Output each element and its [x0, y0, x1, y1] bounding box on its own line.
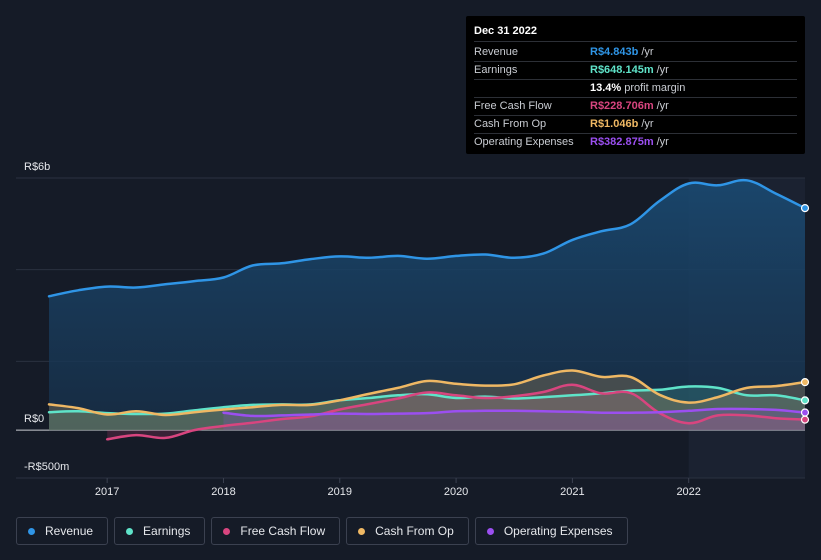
y-tick-label: -R$500m: [24, 461, 69, 473]
x-tick-label: 2022: [676, 486, 700, 498]
tooltip-value: R$228.706m: [590, 100, 654, 112]
earnings-end-point[interactable]: [800, 396, 810, 405]
legend-item-earnings[interactable]: Earnings: [114, 517, 206, 545]
tooltip-rows: Revenue R$4.843b/yr Earnings R$648.145m/yr 1…: [474, 44, 797, 151]
tooltip-unit: /yr: [656, 100, 669, 112]
legend-item-free-cash-flow[interactable]: Free Cash Flow: [211, 517, 341, 545]
legend-dot-icon: [486, 527, 494, 535]
tooltip-label: Operating Expenses: [474, 136, 574, 148]
x-tick-label: 2018: [211, 486, 235, 498]
earnings-area: [49, 386, 805, 431]
tooltip-value: R$382.875m: [590, 136, 654, 148]
data-tooltip: Dec 31 2022 Revenue R$4.843b/yr Earnings R$…: [466, 16, 805, 154]
legend-dot-icon: [358, 527, 366, 535]
operating-expenses-line: [222, 407, 805, 418]
free-cash-flow-line: [105, 383, 805, 441]
legend-dot-icon: [28, 527, 35, 535]
tooltip-label: Cash From Op: [474, 118, 547, 130]
tooltip-row: Operating Expenses R$382.875m/yr: [474, 134, 797, 151]
legend-dot-icon: [126, 527, 134, 535]
legend-label: Revenue: [45, 524, 94, 538]
x-tick-label: 2019: [328, 486, 352, 498]
tooltip-unit: /yr: [641, 118, 654, 130]
legend-label: Earnings: [143, 524, 191, 538]
tooltip-label: Free Cash Flow: [474, 100, 552, 112]
revenue-end-point[interactable]: [800, 204, 810, 213]
legend-dot-icon: [223, 527, 231, 535]
tooltip-unit: /yr: [656, 64, 669, 76]
tooltip-value: R$4.843b: [590, 46, 639, 58]
y-tick-label: R$6b: [24, 161, 50, 173]
tooltip-label: Revenue: [474, 46, 519, 58]
tooltip-unit: /yr: [641, 46, 654, 58]
free-cash-flow-end-point[interactable]: [800, 415, 810, 424]
y-axis: R$6b R$0 -R$500m: [24, 161, 69, 473]
tooltip-unit: profit margin: [624, 82, 686, 94]
x-tick-label: 2020: [444, 486, 468, 498]
revenue-line: [47, 178, 805, 298]
tooltip-label: Earnings: [474, 64, 518, 76]
tooltip-label: [474, 80, 590, 97]
y-tick-label: R$0: [24, 413, 44, 425]
tooltip-row: 13.4% profit margin: [474, 80, 797, 98]
legend: Revenue Earnings Free Cash Flow Cash From O…: [16, 517, 628, 545]
cash-from-op-end-point[interactable]: [800, 378, 810, 387]
cash-from-op-line: [47, 369, 805, 417]
revenue-area: [49, 180, 805, 431]
tooltip-unit: /yr: [656, 136, 669, 148]
tooltip-row: Revenue R$4.843b/yr: [474, 44, 797, 62]
series-endpoints: [800, 204, 810, 424]
series-areas: [49, 180, 805, 440]
x-axis: 2017 2018 2019 2020 2021 2022: [95, 478, 701, 498]
series-lines: [47, 178, 805, 441]
legend-label: Free Cash Flow: [240, 524, 326, 538]
x-tick-label: 2021: [560, 486, 584, 498]
tooltip-value: R$1.046b: [590, 118, 639, 130]
earnings-line: [47, 385, 805, 416]
tooltip-row: Free Cash Flow R$228.706m/yr: [474, 98, 797, 116]
legend-label: Operating Expenses: [503, 524, 613, 538]
tooltip-value: 13.4%: [590, 82, 622, 94]
legend-item-operating-expenses[interactable]: Operating Expenses: [474, 517, 628, 545]
x-tick-label: 2017: [95, 486, 119, 498]
tooltip-row: Cash From Op R$1.046b/yr: [474, 116, 797, 134]
operating-expenses-end-point[interactable]: [800, 408, 810, 417]
legend-item-cash-from-op[interactable]: Cash From Op: [346, 517, 469, 545]
tooltip-date: Dec 31 2022: [474, 23, 797, 42]
tooltip-value: R$648.145m: [590, 64, 654, 76]
tooltip-row: Earnings R$648.145m/yr: [474, 62, 797, 80]
legend-item-revenue[interactable]: Revenue: [16, 517, 109, 545]
legend-label: Cash From Op: [375, 524, 454, 538]
